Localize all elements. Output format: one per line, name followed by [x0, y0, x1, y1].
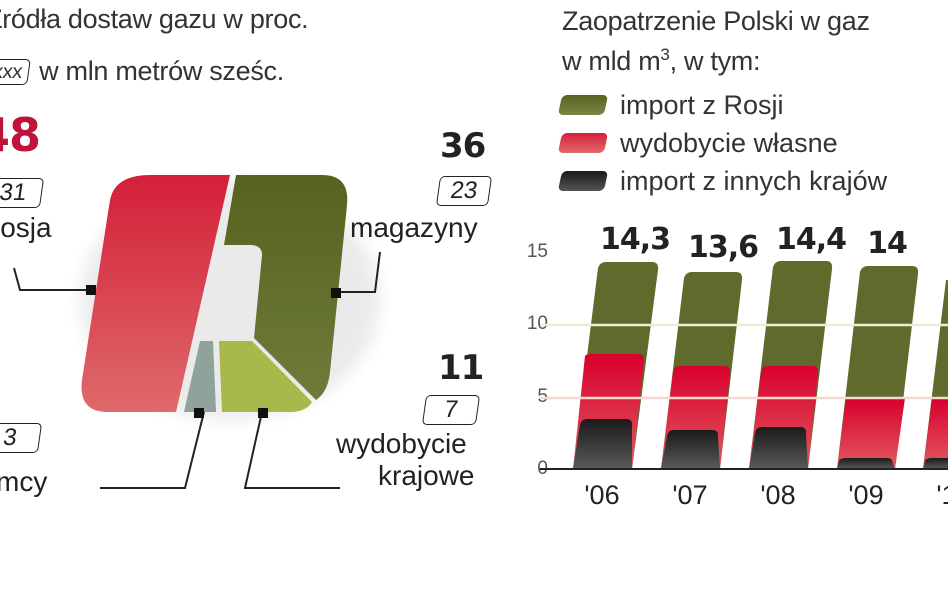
legend-label: wydobycie własne	[620, 127, 838, 158]
total-06: 14,3	[599, 222, 671, 257]
stacked-bar-chart	[540, 261, 948, 470]
rosja-label: Rosja	[0, 212, 52, 243]
xtick-10: '10	[936, 480, 948, 510]
left-subtitle-line2: xxx w mln metrów sześc.	[0, 56, 284, 87]
legend-item-wydobycie: wydobycie własne	[557, 124, 887, 162]
niemcy-label: Niemcy	[0, 466, 48, 497]
bar-08	[749, 261, 833, 469]
rosja-percent: 48	[0, 108, 41, 162]
slice-magazyny	[224, 175, 348, 400]
bar-title-line2: w mld m3, w tym:	[562, 38, 760, 78]
marker-wydobycie	[258, 408, 268, 418]
pie-chart	[13, 175, 381, 489]
marker-niemcy	[194, 408, 204, 418]
wydobycie-percent: 11	[438, 348, 484, 388]
slice-niemcy	[184, 341, 216, 412]
legend-item-inne: import z innych krajów	[557, 162, 888, 200]
ytick-5: 5	[537, 386, 548, 407]
marker-magazyny	[331, 288, 341, 298]
bar-10	[923, 280, 948, 469]
xtick-09: '09	[848, 480, 884, 510]
legend-swatch-olive	[557, 95, 609, 115]
total-07: 13,6	[687, 230, 759, 265]
left-subtitle-line1: Źródła dostaw gazu w proc.	[0, 4, 309, 34]
wydobycie-label-2: krajowe	[378, 460, 475, 491]
bar-title-line1: Zaopatrzenie Polski w gaz	[562, 6, 870, 36]
total-08: 14,4	[775, 222, 847, 257]
ytick-15: 15	[526, 241, 548, 262]
title-unit: w mld m	[562, 46, 661, 76]
bar-09	[837, 266, 919, 469]
marker-rosja	[86, 285, 96, 295]
legend-label: import z innych krajów	[620, 165, 888, 196]
magazyny-percent: 36	[440, 126, 486, 166]
bar-07	[661, 272, 743, 469]
unit-text: w mln metrów sześc.	[39, 56, 284, 86]
xtick-07: '07	[672, 480, 708, 510]
title-suffix: , w tym:	[669, 46, 761, 76]
slice-rosja	[81, 175, 230, 412]
title-unit-sup: 3	[660, 45, 670, 64]
bar-06	[573, 262, 659, 469]
slice-wydobycie	[219, 341, 312, 412]
legend-swatch-black	[557, 171, 609, 191]
magazyny-label: magazyny	[350, 212, 478, 243]
xtick-08: '08	[760, 480, 796, 510]
legend-item-rosja: import z Rosji	[557, 86, 887, 124]
ytick-10: 10	[526, 313, 548, 334]
legend: import z Rosji wydobycie własne import z…	[557, 86, 888, 200]
legend-label: import z Rosji	[620, 89, 784, 120]
total-09: 14	[867, 226, 908, 261]
wydobycie-label-1: wydobycie	[336, 428, 467, 459]
legend-swatch-red	[557, 133, 609, 153]
xtick-06: '06	[584, 480, 620, 510]
